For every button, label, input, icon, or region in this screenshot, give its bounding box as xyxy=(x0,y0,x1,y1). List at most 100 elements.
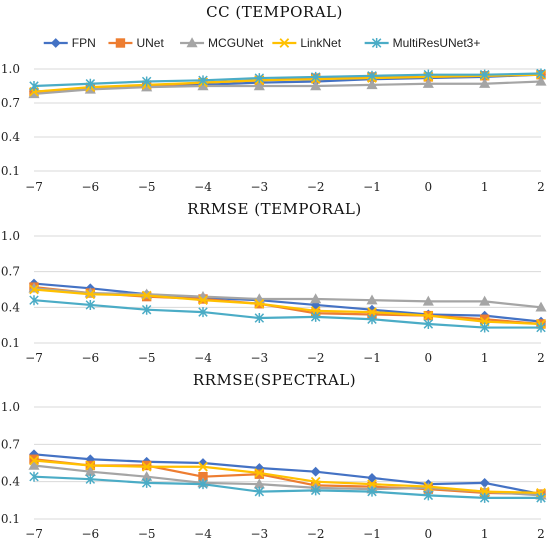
data-point xyxy=(85,299,96,310)
x-tick-label: 2 xyxy=(537,351,545,365)
data-point xyxy=(536,68,546,79)
data-point xyxy=(310,80,322,91)
data-point xyxy=(198,479,208,490)
series-line xyxy=(33,459,542,494)
x-tick-label: −2 xyxy=(307,180,325,194)
y-tick-label: 0.7 xyxy=(1,96,20,110)
data-point xyxy=(28,459,40,470)
data-point xyxy=(29,81,39,91)
x-tick-label: −7 xyxy=(25,351,43,365)
data-point xyxy=(422,295,434,306)
x-tick-label: 1 xyxy=(481,351,489,365)
chart-panel-1: CC (TEMPORAL) 0.1 0.4 0.7 1.0 −7 −6 −5 −4 −3 −2 −1 0… xyxy=(1,3,547,194)
x-tick-label: −2 xyxy=(307,351,325,365)
legend-item-fpn: FPN xyxy=(43,36,96,50)
data-point xyxy=(254,468,265,478)
data-point xyxy=(141,477,152,488)
x-tick-label: −3 xyxy=(250,180,268,194)
x-tick-label: −5 xyxy=(138,351,156,365)
legend-item-linknet: LinkNet xyxy=(272,36,342,50)
data-point xyxy=(198,295,208,306)
x-tick-label: −6 xyxy=(81,180,99,194)
data-point xyxy=(310,485,321,496)
data-point xyxy=(310,476,321,487)
x-tick-label: −1 xyxy=(363,180,381,194)
data-point xyxy=(423,481,434,492)
chart-title: RRMSE(SPECTRAL) xyxy=(193,371,356,389)
y-tick-label: 0.1 xyxy=(1,336,20,350)
data-point xyxy=(366,294,378,305)
series-line xyxy=(33,299,541,329)
data-point xyxy=(479,478,490,488)
series-line xyxy=(33,72,542,88)
legend-label: LinkNet xyxy=(300,36,341,50)
y-tick-label: 0.7 xyxy=(1,437,20,451)
legend-item-multiresunet3: MultiResUNet3+ xyxy=(364,36,481,50)
data-point xyxy=(141,290,152,301)
legend-label: FPN xyxy=(72,36,96,50)
legend-marker xyxy=(115,38,126,48)
legend-marker xyxy=(279,38,290,48)
data-point xyxy=(536,492,546,503)
x-tick-label: −4 xyxy=(194,351,212,365)
x-tick-label: 2 xyxy=(537,180,545,194)
data-point xyxy=(85,289,96,300)
x-tick-label: −3 xyxy=(250,527,268,541)
data-point xyxy=(141,304,152,315)
data-point xyxy=(29,295,39,306)
data-point xyxy=(479,295,491,306)
data-point xyxy=(367,486,377,497)
x-tick-label: −4 xyxy=(194,180,212,194)
x-tick-label: −2 xyxy=(307,527,325,541)
x-tick-label: −3 xyxy=(250,351,268,365)
x-tick-label: −7 xyxy=(25,180,43,194)
y-tick-label: 0.4 xyxy=(1,130,20,144)
data-point xyxy=(198,461,208,472)
data-point xyxy=(254,313,265,324)
data-point xyxy=(535,301,547,312)
series-line xyxy=(33,287,542,309)
data-point xyxy=(29,471,39,482)
x-tick-label: 0 xyxy=(425,351,433,365)
data-point xyxy=(367,479,377,489)
y-tick-label: 0.4 xyxy=(1,475,20,489)
data-point xyxy=(198,307,208,318)
series-line xyxy=(33,453,542,496)
x-tick-label: −1 xyxy=(363,527,381,541)
data-point xyxy=(479,492,490,503)
data-point xyxy=(141,461,152,472)
legend-label: MultiResUNet3+ xyxy=(393,36,481,50)
data-point xyxy=(479,78,491,88)
data-point xyxy=(310,293,322,304)
y-tick-label: 1.0 xyxy=(1,400,20,414)
data-point xyxy=(479,69,490,80)
x-tick-label: −5 xyxy=(138,180,156,194)
y-tick-label: 1.0 xyxy=(1,62,20,76)
series-multiresunet3 xyxy=(29,295,546,333)
data-point xyxy=(253,80,265,91)
data-point xyxy=(29,284,39,295)
series-line xyxy=(33,288,542,326)
x-tick-label: 0 xyxy=(425,527,433,541)
y-tick-label: 0.1 xyxy=(1,164,20,178)
legend-marker xyxy=(186,37,198,48)
series-line xyxy=(33,282,542,323)
data-point xyxy=(367,70,377,81)
chart-title: RRMSE (TEMPORAL) xyxy=(187,200,361,218)
data-point xyxy=(422,78,434,88)
legend-item-unet: UNet xyxy=(108,36,164,50)
y-tick-label: 0.7 xyxy=(1,265,20,279)
chart-panel-3: RRMSE(SPECTRAL) 0.1 0.4 0.7 1.0 −7 −6 −5 −4 −3 −2 −… xyxy=(1,371,547,541)
x-tick-label: 1 xyxy=(481,527,489,541)
data-point xyxy=(536,322,546,333)
y-tick-label: 0.4 xyxy=(1,300,20,314)
data-point xyxy=(85,460,96,471)
x-tick-label: 0 xyxy=(425,180,433,194)
legend-marker xyxy=(371,38,382,48)
series-multiresunet3 xyxy=(29,471,546,503)
data-point xyxy=(29,455,39,466)
data-point xyxy=(254,73,265,84)
legend-label: UNet xyxy=(136,36,164,50)
